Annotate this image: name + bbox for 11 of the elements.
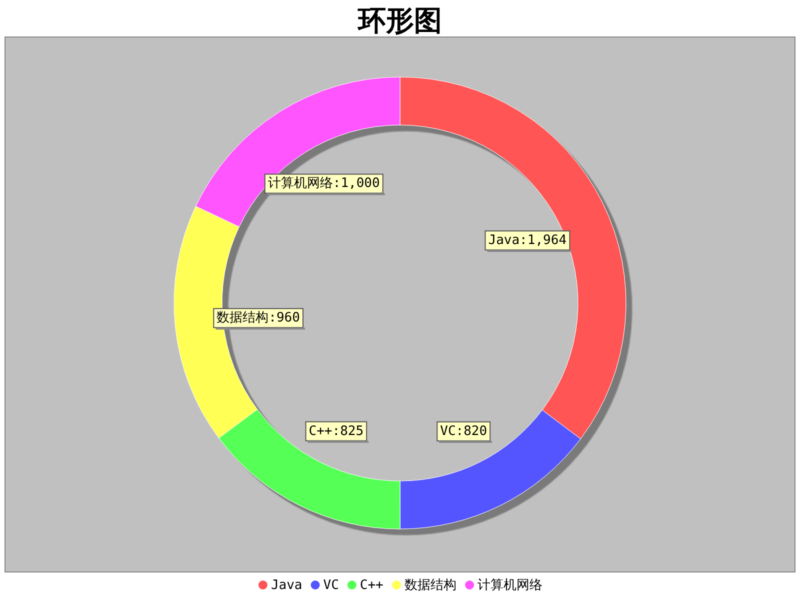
data-label: 计算机网络:1,000 xyxy=(268,176,380,192)
data-label: VC:820 xyxy=(440,424,488,439)
legend-label: VC xyxy=(323,578,339,593)
chart-title: 环形图 xyxy=(357,4,442,37)
data-label: Java:1,964 xyxy=(488,232,567,248)
legend-label: 数据结构 xyxy=(404,578,457,593)
legend-label: C++ xyxy=(360,578,384,593)
legend-label: 计算机网络 xyxy=(478,578,543,593)
legend-label: Java xyxy=(270,578,302,593)
data-label: 数据结构:960 xyxy=(216,310,300,326)
data-label: C++:825 xyxy=(308,424,364,439)
